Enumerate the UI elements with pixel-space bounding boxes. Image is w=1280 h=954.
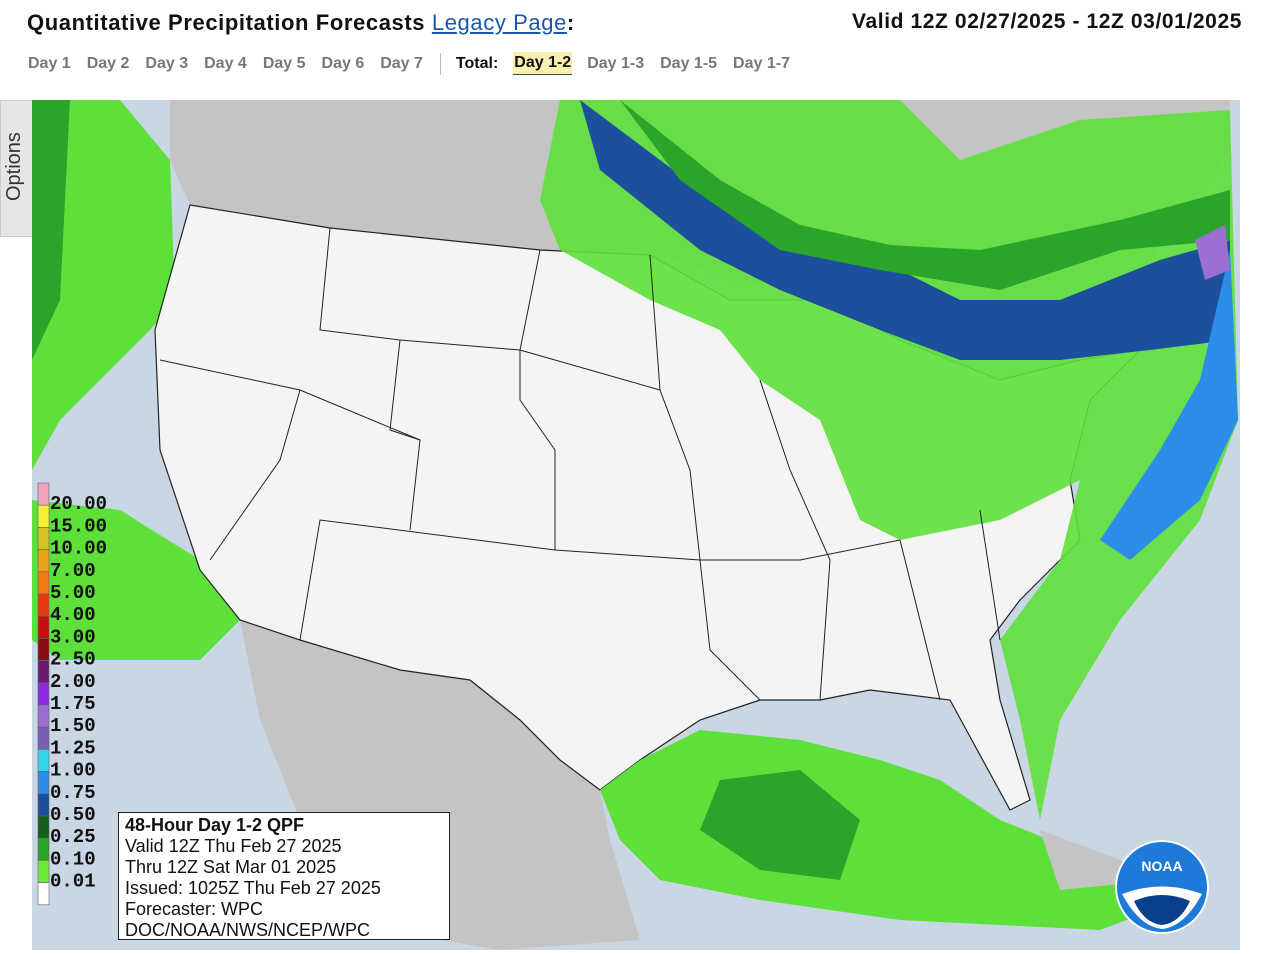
atlantic-band bbox=[1100, 250, 1238, 560]
legend-swatch bbox=[37, 749, 50, 772]
pacific-south-precip bbox=[32, 500, 240, 660]
east-precip bbox=[540, 100, 1238, 820]
logo-base bbox=[1134, 895, 1190, 925]
legend-swatch bbox=[37, 615, 50, 639]
legend-base-swatch bbox=[37, 882, 50, 906]
legend-swatch bbox=[37, 771, 50, 795]
gulf-precip-heavy bbox=[700, 770, 860, 880]
total-label: Total: bbox=[455, 54, 499, 72]
legend-label: 4.00 bbox=[50, 604, 96, 626]
legend-label: 0.25 bbox=[50, 826, 96, 848]
legend-label: 10.00 bbox=[50, 538, 107, 560]
legend-swatch bbox=[37, 571, 50, 595]
legend-label: 20.00 bbox=[50, 493, 107, 515]
legend: 20.0015.0010.007.005.004.003.002.502.001… bbox=[37, 482, 107, 906]
noaa-logo: NOAA bbox=[1115, 840, 1209, 934]
tab-separator bbox=[439, 52, 441, 75]
day-tab[interactable]: Day 6 bbox=[321, 54, 365, 72]
pacific-precip-heavy bbox=[32, 100, 70, 360]
total-tab[interactable]: Day 1-7 bbox=[733, 54, 790, 72]
legend-swatch bbox=[37, 793, 50, 817]
info-line: DOC/NOAA/NWS/NCEP/WPC bbox=[125, 920, 371, 940]
legend-swatch bbox=[37, 704, 50, 728]
state-borders bbox=[159, 227, 1001, 701]
day-tab[interactable]: Day 3 bbox=[145, 54, 189, 72]
legend-swatch bbox=[37, 726, 50, 750]
day-tab[interactable]: Day 2 bbox=[86, 54, 130, 72]
page-title: Quantitative Precipitation Forecasts Leg… bbox=[27, 10, 575, 36]
options-label[interactable]: Options bbox=[3, 132, 25, 201]
day-tab[interactable]: Day 5 bbox=[262, 54, 306, 72]
legend-label: 1.25 bbox=[50, 737, 96, 759]
legend-label: 5.00 bbox=[50, 582, 96, 604]
legend-label: 7.00 bbox=[50, 560, 96, 582]
legend-label: 1.00 bbox=[50, 760, 96, 782]
legend-label: 0.10 bbox=[50, 848, 96, 870]
legend-swatch bbox=[37, 860, 50, 883]
title-text: Quantitative Precipitation Forecasts bbox=[27, 10, 426, 35]
info-line: Valid 12Z Thu Feb 27 2025 bbox=[125, 836, 342, 856]
legend-swatch bbox=[37, 549, 50, 573]
lakes-band-edge bbox=[620, 100, 1230, 290]
legend-swatch bbox=[37, 660, 50, 684]
info-line: Issued: 1025Z Thu Feb 27 2025 bbox=[125, 878, 381, 898]
legend-swatch bbox=[37, 593, 50, 617]
title-colon: : bbox=[566, 10, 575, 35]
legend-swatch bbox=[37, 527, 50, 550]
valid-range: Valid 12Z 02/27/2025 - 12Z 03/01/2025 bbox=[852, 10, 1242, 33]
day-tab[interactable]: Day 1 bbox=[28, 54, 71, 72]
legend-swatch bbox=[37, 638, 50, 661]
total-tab[interactable]: Day 1-5 bbox=[660, 54, 718, 72]
logo-text: NOAA bbox=[1141, 858, 1182, 874]
legend-label: 1.75 bbox=[50, 693, 96, 715]
info-box: 48-Hour Day 1-2 QPF Valid 12Z Thu Feb 27 … bbox=[118, 812, 450, 940]
legacy-link[interactable]: Legacy Page bbox=[431, 10, 567, 35]
legend-label: 0.75 bbox=[50, 782, 96, 804]
info-heading: 48-Hour Day 1-2 QPF bbox=[125, 815, 305, 835]
legend-label: 0.01 bbox=[50, 871, 96, 893]
info-line: Forecaster: WPC bbox=[125, 899, 264, 919]
day-tab[interactable]: Day 7 bbox=[380, 54, 423, 72]
legend-label: 2.00 bbox=[50, 671, 96, 693]
legend-label: 3.00 bbox=[50, 626, 96, 648]
legend-label: 1.50 bbox=[50, 715, 96, 737]
total-tab[interactable]: Day 1-3 bbox=[587, 54, 645, 72]
maritime-max bbox=[1195, 225, 1230, 280]
legend-swatch bbox=[37, 482, 50, 506]
lakes-band bbox=[580, 100, 1230, 360]
info-line: Thru 12Z Sat Mar 01 2025 bbox=[125, 857, 337, 877]
total-tab[interactable]: Day 1-2 bbox=[513, 52, 573, 75]
legend-label: 0.50 bbox=[50, 804, 96, 826]
legend-swatch bbox=[37, 682, 50, 706]
legend-label: 15.00 bbox=[50, 515, 107, 537]
legend-swatch bbox=[37, 504, 50, 528]
legend-swatch bbox=[37, 815, 50, 839]
tab-bar: Day 1 Day 2 Day 3 Day 4 Day 5 Day 6 Day 7 Total… bbox=[27, 52, 805, 75]
pacific-precip bbox=[32, 100, 175, 470]
legend-label: 2.50 bbox=[50, 649, 96, 671]
day-tab[interactable]: Day 4 bbox=[204, 54, 247, 72]
legend-swatch bbox=[37, 837, 50, 861]
options-tab[interactable]: Options bbox=[0, 100, 36, 237]
